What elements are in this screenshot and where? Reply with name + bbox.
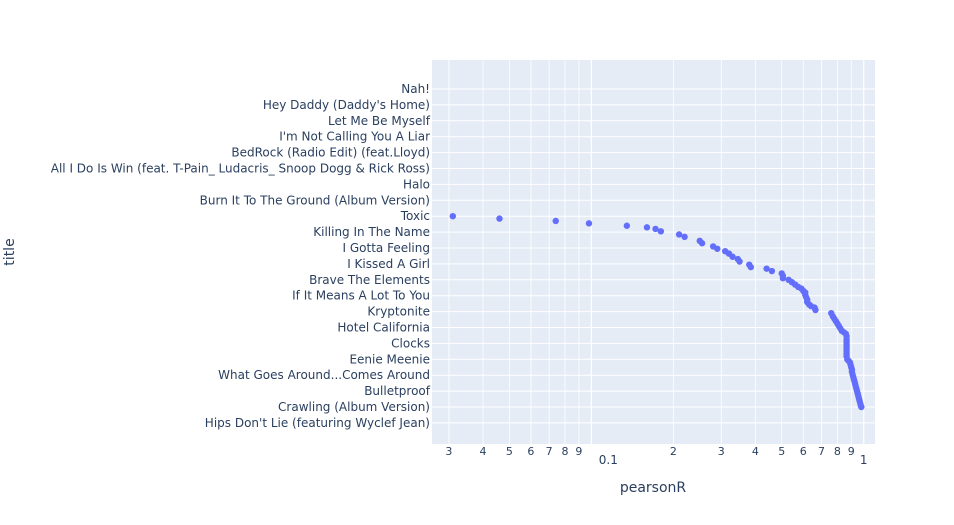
data-point — [698, 240, 706, 247]
y-tick-label: Halo — [403, 177, 430, 191]
y-tick-label: If It Means A Lot To You — [292, 289, 430, 303]
data-point — [812, 306, 819, 314]
x-tick-label: 4 — [479, 445, 486, 458]
data-point — [652, 225, 659, 233]
data-point — [552, 217, 559, 225]
gridlines — [432, 60, 875, 444]
data-point — [729, 253, 736, 260]
y-tick-label: All I Do Is Win (feat. T-Pain_ Ludacris_… — [51, 162, 430, 176]
x-tick-label: 0.1 — [599, 453, 618, 467]
data-point — [779, 275, 787, 282]
data-point — [858, 403, 865, 411]
y-tick-label: Crawling (Album Version) — [278, 400, 430, 414]
y-tick-label: Bulletproof — [364, 384, 431, 398]
x-tick-label: 4 — [752, 445, 759, 458]
x-tick-label: 6 — [527, 445, 534, 458]
y-tick-label: Hips Don't Lie (featuring Wyclef Jean) — [205, 416, 430, 430]
x-tick-label: 7 — [818, 445, 825, 458]
markers — [449, 213, 865, 411]
y-tick-label: Killing In The Name — [313, 225, 430, 239]
data-point — [643, 224, 651, 231]
data-point — [449, 213, 457, 220]
x-tick-label: 9 — [848, 445, 855, 458]
y-tick-label: Nah! — [401, 82, 430, 96]
x-tick-label: 5 — [506, 445, 513, 458]
y-tick-label: Brave The Elements — [309, 273, 430, 287]
y-axis-title: title — [2, 238, 18, 265]
x-tick-label: 3 — [445, 445, 452, 458]
x-tick-labels: 3 4 5 6 7 8 90.12 3 4 5 6 7 8 91 — [445, 445, 867, 467]
x-tick-label: 2 — [670, 445, 677, 458]
y-tick-label: Hotel California — [337, 321, 430, 335]
data-point — [681, 233, 688, 241]
x-tick-label: 8 — [834, 445, 841, 458]
x-tick-label: 5 — [778, 445, 785, 458]
data-point — [496, 215, 503, 222]
data-point — [657, 228, 665, 235]
data-point — [623, 222, 631, 229]
data-point — [736, 258, 743, 265]
x-tick-label: 6 — [800, 445, 807, 458]
data-point — [714, 245, 721, 252]
y-tick-label: Burn It To The Ground (Album Version) — [200, 193, 430, 207]
y-tick-label: Kryptonite — [367, 305, 430, 319]
data-point — [768, 267, 776, 275]
y-tick-label: What Goes Around...Comes Around — [218, 368, 430, 382]
y-tick-label: Clocks — [391, 336, 430, 350]
y-tick-label: I Gotta Feeling — [343, 241, 430, 255]
x-tick-label: 3 — [718, 445, 725, 458]
x-tick-label: 8 — [561, 445, 568, 458]
y-tick-label: Eenie Meenie — [349, 352, 430, 366]
data-point — [585, 220, 593, 227]
plot-background — [432, 60, 875, 444]
y-tick-label: I'm Not Calling You A Liar — [279, 130, 430, 144]
y-tick-label: I Kissed A Girl — [347, 257, 430, 271]
y-tick-label: Hey Daddy (Daddy's Home) — [263, 98, 430, 112]
data-point — [747, 263, 755, 271]
x-tick-label: 1 — [860, 453, 868, 467]
y-tick-label: Let Me Be Myself — [328, 114, 431, 128]
x-tick-label: 9 — [575, 445, 582, 458]
x-tick-label: 7 — [546, 445, 553, 458]
data-point — [675, 231, 683, 238]
y-tick-labels: Nah! Hey Daddy (Daddy's Home) Let Me Be My… — [51, 82, 431, 430]
x-axis-title: pearsonR — [620, 480, 687, 496]
data-point — [763, 265, 770, 272]
y-tick-label: BedRock (Radio Edit) (feat.Lloyd) — [231, 146, 430, 160]
y-tick-label: Toxic — [400, 209, 430, 223]
